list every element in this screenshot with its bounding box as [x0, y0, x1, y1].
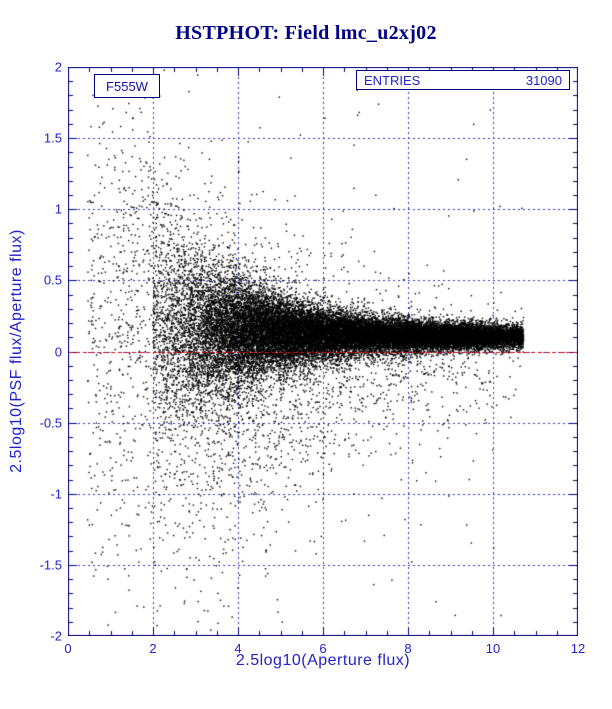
y-tick-label: -0.5: [39, 415, 62, 431]
filter-label-box: F555W: [94, 74, 160, 98]
chart-title: HSTPHOT: Field lmc_u2xj02: [175, 22, 437, 44]
y-tick-label: -1: [50, 486, 62, 502]
plot-area: [68, 67, 578, 636]
y-axis-title: 2.5log10(PSF flux/Aperture flux): [8, 229, 25, 473]
stats-box-value: 31090: [525, 72, 562, 88]
filter-label: F555W: [106, 78, 148, 94]
y-tick-label: 2: [54, 59, 62, 75]
x-axis-title: 2.5log10(Aperture flux): [235, 652, 411, 669]
y-tick-label: 1.5: [43, 130, 62, 146]
stats-box: ENTRIES 31090: [356, 70, 570, 90]
y-tick-label: -2: [50, 628, 62, 644]
y-tick-label: 1: [54, 201, 62, 217]
y-tick-label: -1.5: [39, 557, 62, 573]
y-tick-label: 0: [54, 344, 62, 359]
y-tick-label: 0.5: [43, 272, 62, 288]
scatter-canvas: [68, 67, 578, 636]
stats-box-label: ENTRIES: [364, 72, 421, 88]
